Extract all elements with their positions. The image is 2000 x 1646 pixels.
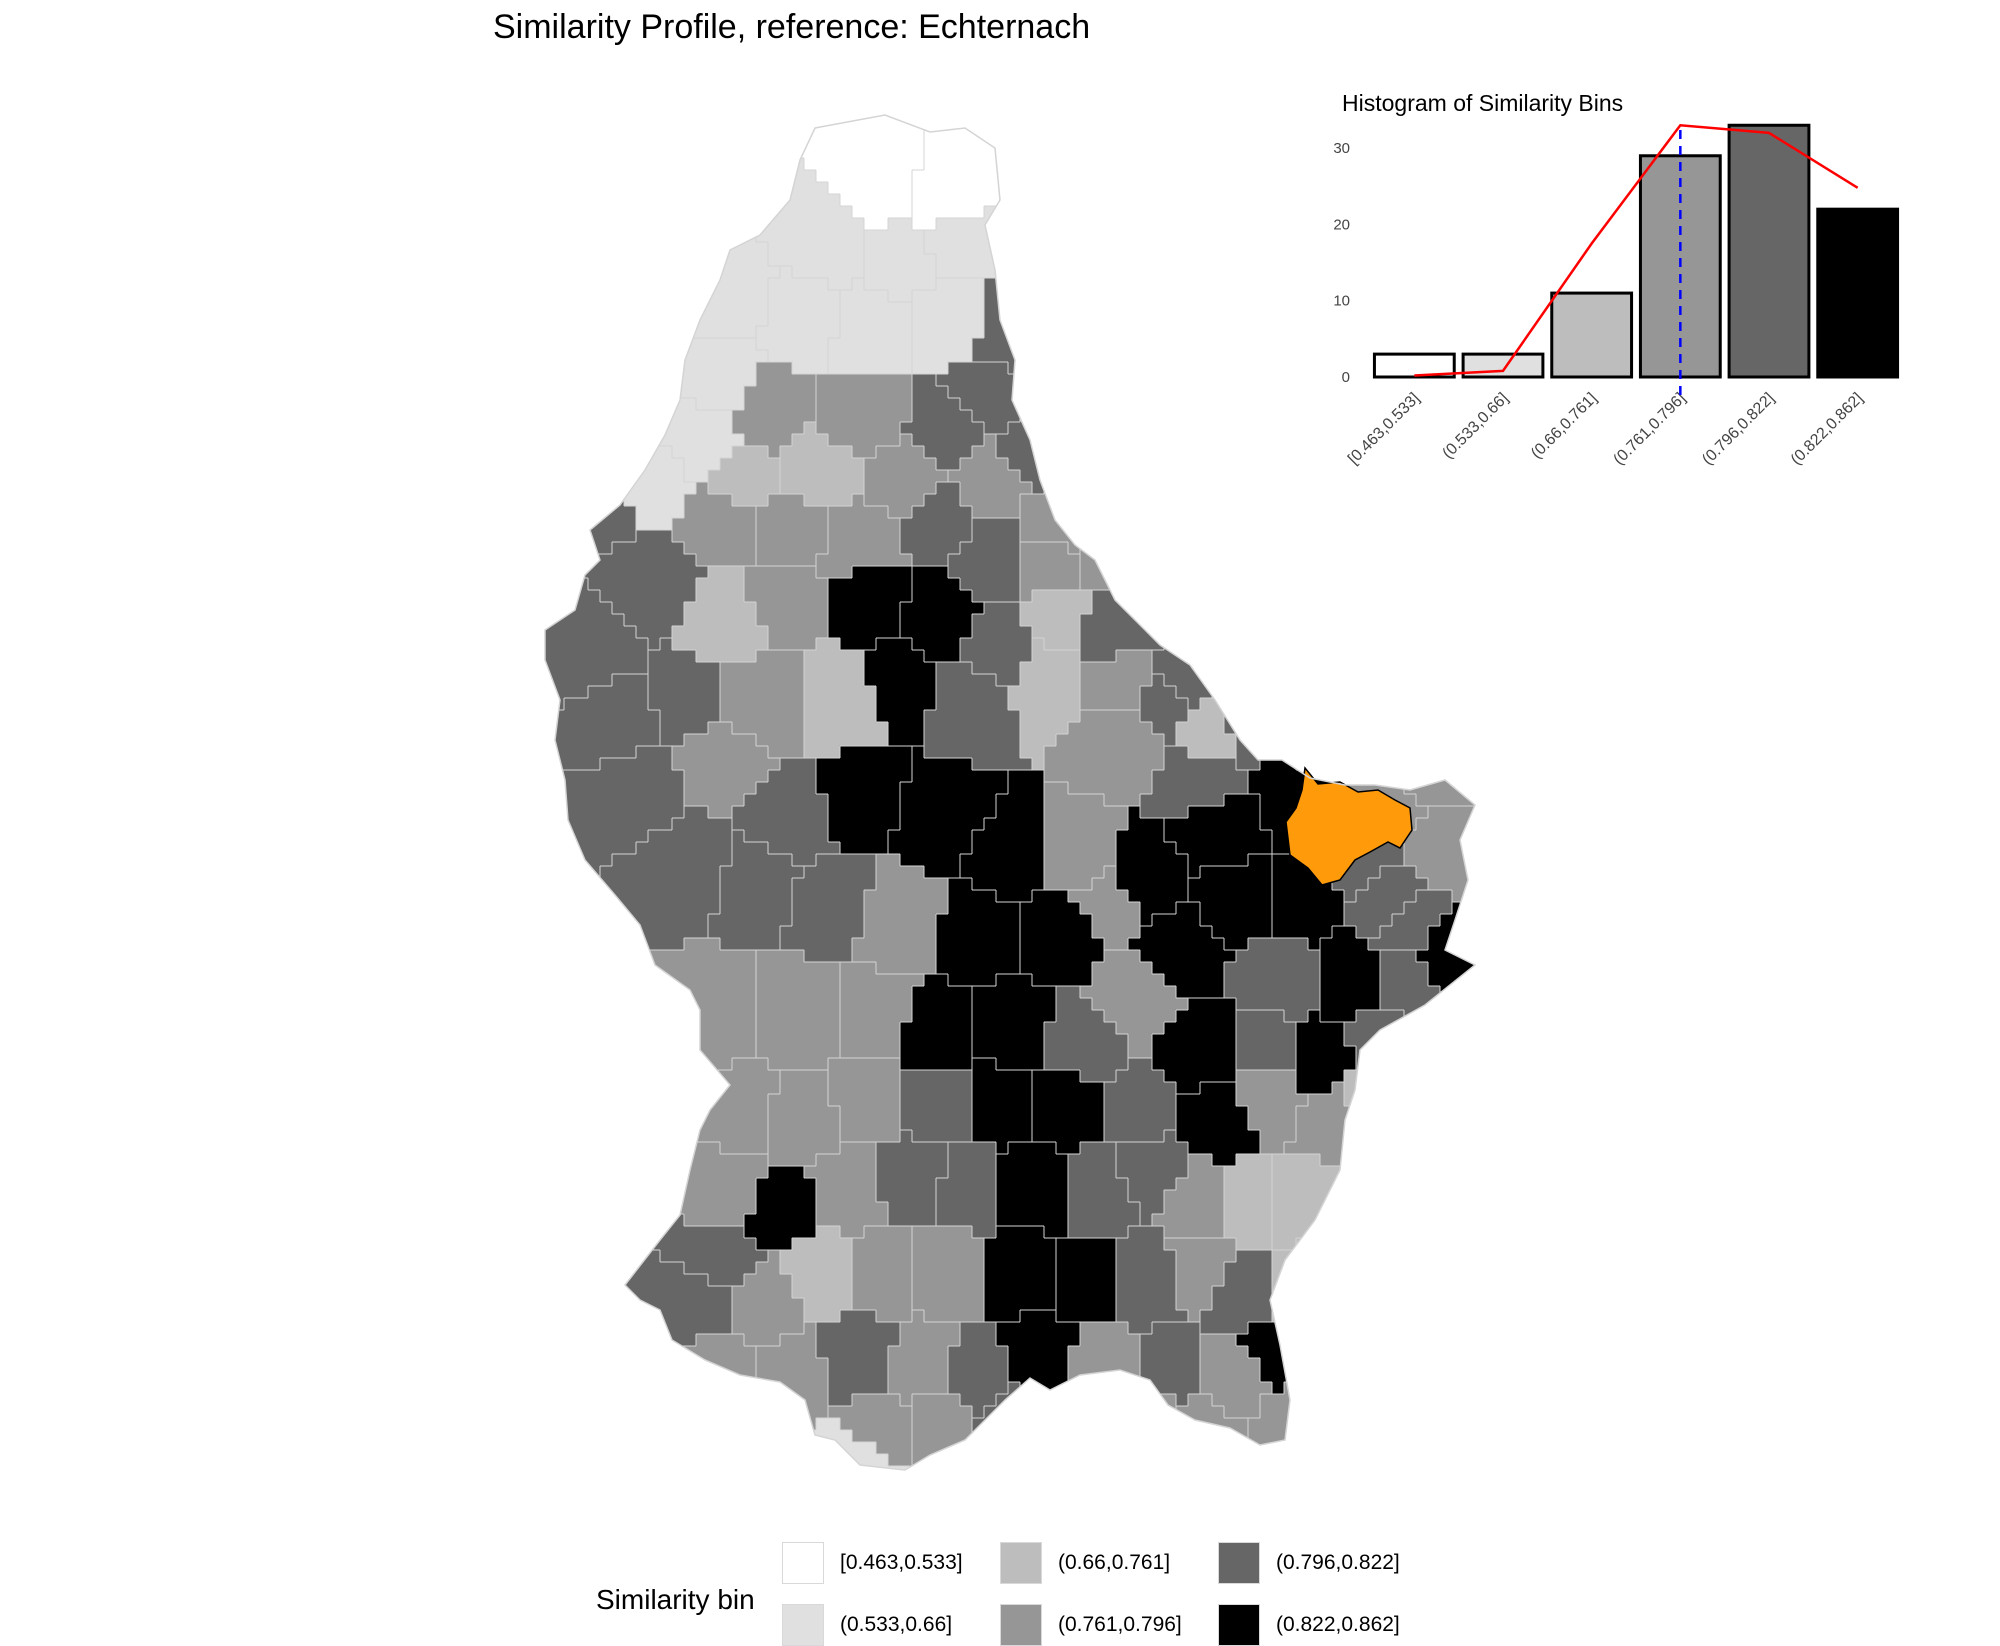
commune-region[interactable] (1223, 937, 1321, 1023)
legend-swatch (1000, 1542, 1042, 1584)
commune-region[interactable] (971, 1057, 1033, 1155)
x-tick-label: (0.822,0.862] (1788, 390, 1867, 469)
commune-region[interactable] (540, 1057, 781, 1155)
legend-swatch (782, 1542, 824, 1584)
echternach-shape[interactable] (1285, 766, 1413, 886)
legend-item-bin-4: (0.761,0.796] (1000, 1604, 1182, 1646)
commune-region[interactable] (911, 110, 1309, 231)
y-tick-label: 0 (1342, 369, 1350, 386)
commune-region[interactable] (1223, 1153, 1273, 1251)
commune-region[interactable] (851, 1225, 913, 1323)
histogram-bar (1816, 207, 1900, 379)
legend-label: (0.822,0.862] (1276, 1613, 1400, 1636)
legend-item-bin-2: (0.533,0.66] (782, 1604, 952, 1646)
histogram-title: Histogram of Similarity Bins (1342, 90, 1624, 116)
commune-region[interactable] (995, 1141, 1069, 1239)
commune-region[interactable] (983, 1225, 1057, 1323)
commune-region[interactable] (971, 973, 1057, 1071)
legend-swatch (1218, 1604, 1260, 1646)
x-tick-label: (0.761,0.796] (1610, 390, 1689, 469)
legend-title: Similarity bin (596, 1584, 755, 1615)
histogram-inset: 0 10 20 30 [0.463,0.533] (0.533,0.66] (0.66,0.… (1290, 80, 1910, 500)
legend: Similarity bin [0.463,0.533] (0.533,0.66… (596, 1542, 1400, 1646)
commune-region[interactable] (1139, 1321, 1201, 1407)
legend-label: (0.796,0.822] (1276, 1551, 1400, 1574)
commune-region[interactable] (1271, 1249, 1369, 1347)
commune-region[interactable] (815, 373, 913, 459)
x-tick-label: (0.533,0.66] (1439, 390, 1511, 462)
commune-region[interactable] (1055, 1237, 1117, 1323)
commune-region[interactable] (540, 1333, 757, 1478)
commune-region[interactable] (540, 110, 781, 339)
legend-label: (0.761,0.796] (1058, 1613, 1182, 1636)
commune-region[interactable] (1295, 1189, 1488, 1383)
x-tick-label: (0.796,0.822] (1699, 390, 1778, 469)
commune-region[interactable] (1091, 1381, 1177, 1478)
x-tick-label: [0.463,0.533] (1345, 390, 1423, 468)
commune-region[interactable] (1343, 1009, 1488, 1083)
commune-region[interactable] (1343, 1069, 1488, 1203)
map-title: Similarity Profile, reference: Echternac… (493, 8, 1091, 46)
commune-region[interactable] (815, 1309, 901, 1407)
legend-swatch (1000, 1604, 1042, 1646)
histogram-bar (1727, 123, 1811, 379)
commune-region[interactable] (540, 325, 637, 579)
legend-label: (0.533,0.66] (840, 1613, 953, 1636)
density-line (1414, 123, 1859, 377)
y-tick-label: 20 (1333, 216, 1350, 233)
commune-region[interactable] (983, 1405, 1093, 1478)
legend-item-bin-1: [0.463,0.533] (782, 1542, 963, 1584)
x-tick-label: (0.66,0.761] (1528, 390, 1600, 462)
commune-region[interactable] (1391, 457, 1488, 807)
histogram-chart: 0 10 20 30 [0.463,0.533] (0.533,0.66] (0.66,0.… (1333, 123, 1900, 469)
commune-region[interactable] (1031, 1069, 1105, 1155)
legend-swatch (1218, 1542, 1260, 1584)
y-tick-label: 10 (1333, 293, 1350, 310)
histogram-bar (1372, 352, 1456, 379)
commune-region[interactable] (911, 1393, 973, 1478)
legend-item-bin-3: (0.66,0.761] (1000, 1542, 1170, 1584)
legend-swatch (782, 1604, 824, 1646)
commune-region[interactable] (911, 1225, 985, 1323)
y-tick-label: 30 (1333, 140, 1350, 157)
echternach-region[interactable] (1285, 766, 1413, 886)
legend-label: (0.66,0.761] (1058, 1551, 1171, 1574)
commune-region[interactable] (803, 1141, 889, 1239)
legend-label: [0.463,0.533] (840, 1551, 963, 1574)
commune-region[interactable] (755, 949, 841, 1071)
commune-region[interactable] (827, 565, 913, 651)
commune-region[interactable] (755, 265, 841, 375)
commune-region[interactable] (1271, 1153, 1381, 1251)
histogram-bar (1550, 291, 1634, 379)
legend-item-bin-5: (0.796,0.822] (1218, 1542, 1400, 1584)
commune-region[interactable] (540, 937, 757, 1107)
legend-item-bin-6: (0.822,0.862] (1218, 1604, 1400, 1646)
